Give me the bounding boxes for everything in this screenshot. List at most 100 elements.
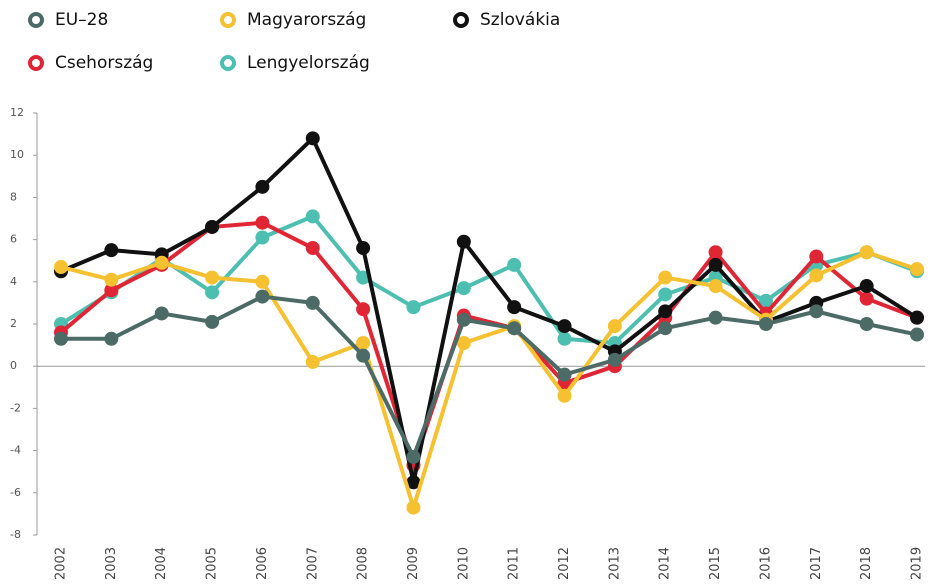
data-point <box>708 245 723 260</box>
data-point <box>305 209 320 224</box>
data-point <box>305 295 320 310</box>
x-tick-label: 2016 <box>758 547 773 580</box>
data-point <box>910 310 924 325</box>
data-point <box>356 348 371 363</box>
data-point <box>356 335 371 350</box>
y-tick-label: -8 <box>10 528 21 541</box>
data-point <box>356 302 371 317</box>
data-point <box>456 281 471 296</box>
x-tick-label: 2019 <box>910 547 925 580</box>
data-point <box>406 300 421 315</box>
data-point <box>859 279 874 294</box>
data-point <box>658 321 673 336</box>
legend-label: EU–28 <box>55 10 108 30</box>
data-point <box>557 319 572 334</box>
data-point <box>406 449 421 464</box>
data-point <box>809 249 824 264</box>
data-point <box>557 367 572 382</box>
series-line <box>60 136 919 485</box>
data-point <box>104 272 119 287</box>
data-point <box>910 327 924 342</box>
data-point <box>255 274 270 289</box>
y-tick-label: 8 <box>10 190 17 203</box>
data-point <box>54 260 68 275</box>
data-point <box>507 321 522 336</box>
x-tick-label: 2013 <box>607 547 622 580</box>
series-line <box>59 220 918 468</box>
x-tick-label: 2012 <box>557 547 572 580</box>
data-point <box>758 293 773 308</box>
legend-marker <box>220 55 236 71</box>
data-point <box>758 317 773 331</box>
data-point <box>205 219 220 234</box>
series-line <box>61 294 918 459</box>
legend-marker <box>28 12 44 28</box>
x-tick-label: 2009 <box>406 547 421 580</box>
data-point <box>305 131 320 146</box>
data-point <box>456 335 471 350</box>
data-point <box>104 243 119 258</box>
data-point <box>607 319 622 334</box>
x-tick-label: 2005 <box>205 547 220 580</box>
data-point <box>910 262 924 277</box>
data-point <box>104 331 119 346</box>
legend-marker <box>453 12 469 28</box>
data-point <box>658 287 673 302</box>
data-point <box>406 475 421 490</box>
data-point <box>305 354 320 369</box>
x-tick-label: 2003 <box>104 547 119 580</box>
data-point <box>607 352 622 367</box>
data-point <box>356 241 371 256</box>
data-point <box>859 291 874 306</box>
x-tick-label: 2010 <box>456 547 471 580</box>
y-tick-label: 0 <box>10 359 17 372</box>
data-point <box>205 285 220 300</box>
x-tick-label: 2018 <box>859 547 874 580</box>
x-tick-label: 2006 <box>255 547 270 580</box>
legend-label: Csehország <box>55 53 153 73</box>
data-point <box>154 306 169 321</box>
data-point <box>859 317 874 331</box>
data-point <box>809 268 824 283</box>
data-point <box>356 270 371 285</box>
y-tick-label: 6 <box>10 233 17 246</box>
x-tick-label: 2008 <box>356 547 371 580</box>
data-point <box>255 230 270 245</box>
legend-label: Magyarország <box>247 10 366 30</box>
y-tick-label: 12 <box>10 106 24 119</box>
x-tick-label: 2015 <box>708 547 723 580</box>
data-point <box>658 270 673 285</box>
x-tick-label: 2011 <box>507 547 522 580</box>
legend-label: Lengyelország <box>247 53 370 73</box>
x-tick-label: 2017 <box>809 547 824 580</box>
data-point <box>708 279 723 294</box>
data-point <box>255 215 270 230</box>
data-point <box>658 304 673 319</box>
x-tick-label: 2007 <box>305 547 320 580</box>
data-point <box>859 245 874 260</box>
series-line <box>60 250 918 510</box>
data-point <box>456 234 471 249</box>
y-tick-label: 10 <box>10 148 24 161</box>
data-point <box>708 310 723 325</box>
legend-marker <box>220 12 236 28</box>
x-tick-label: 2004 <box>154 547 169 580</box>
data-point <box>507 257 522 272</box>
data-point <box>255 289 270 304</box>
legend-marker <box>28 55 44 71</box>
data-point <box>255 179 270 194</box>
data-point <box>205 314 220 329</box>
data-point <box>154 255 169 270</box>
legend-label: Szlovákia <box>480 10 560 30</box>
y-tick-label: -6 <box>10 486 21 499</box>
data-point <box>205 270 220 285</box>
data-point <box>406 500 421 515</box>
data-point <box>507 300 522 315</box>
y-tick-label: 4 <box>10 275 17 288</box>
data-point <box>54 331 68 346</box>
y-tick-label: 2 <box>10 317 17 330</box>
data-point <box>456 312 471 327</box>
data-point <box>305 241 320 256</box>
data-point <box>809 304 824 319</box>
